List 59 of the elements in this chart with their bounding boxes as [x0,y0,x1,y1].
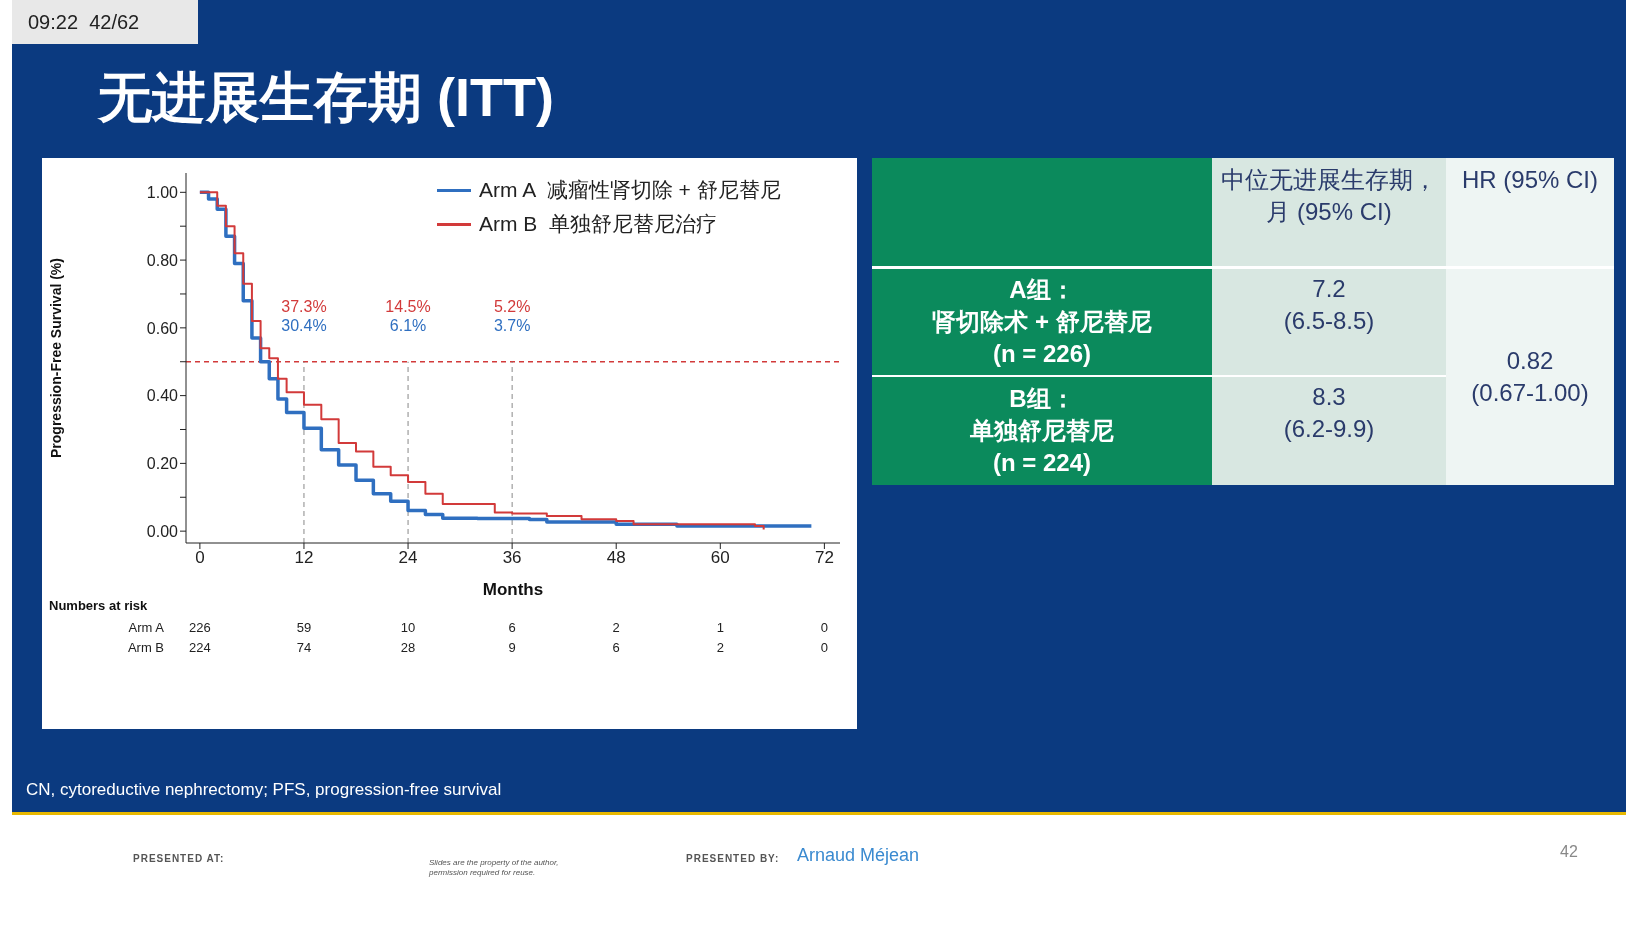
legend-label: Arm B 单独舒尼替尼治疗 [479,211,718,237]
text: A组： [1009,275,1075,305]
text: 59 [295,620,313,635]
text: Arm B [126,640,164,655]
text: 0 [819,620,829,635]
text: 224 [188,640,212,655]
text: 0 [819,640,829,655]
text: 8.3 (6.2-9.9) [1212,377,1446,485]
x-tick-label: 48 [606,548,626,568]
y-tick-label: 0.60 [146,319,179,337]
text: 肾切除术 + 舒尼替尼 [932,307,1152,337]
y-tick-label: 0.80 [146,251,179,269]
text: 2 [611,620,621,635]
x-axis-title: Months [482,580,544,599]
y-tick-label: 0.20 [146,455,179,473]
text: 单独舒尼替尼 [970,416,1114,446]
text: 42 [1560,843,1578,861]
x-tick-label: 60 [710,548,730,568]
text: (n = 226) [992,339,1092,369]
text: 09:22 42/62 [12,0,198,44]
text: (n = 224) [992,448,1092,478]
text: Slides are the property of the author, permission required for reuse. [429,858,560,878]
text: PRESENTED AT: [133,853,225,864]
text: 6 [507,620,517,635]
text: PRESENTED BY: [686,853,780,864]
text: 6 [611,640,621,655]
text: B组： [1009,384,1075,414]
text: Numbers at risk [49,598,148,613]
text: 226 [188,620,212,635]
x-tick-label: 36 [502,548,522,568]
legend-label: Arm A 减瘤性肾切除 + 舒尼替尼 [479,177,781,203]
text: HR (95% CI) [1446,158,1614,266]
text: Arnaud Méjean [797,845,920,866]
text: CN, cytoreductive nephrectomy; PFS, progression-free survival [26,780,502,800]
text: 中位无进展生存期，月 (95% CI) [1212,158,1446,266]
text: 74 [295,640,313,655]
annotation: 37.3% [280,298,328,316]
annotation: 30.4% [280,317,328,335]
x-tick-label: 24 [398,548,418,568]
y-tick-label: 0.00 [146,522,179,540]
x-tick-label: 12 [294,548,314,568]
text: 9 [507,640,517,655]
y-tick-label: 0.40 [146,387,179,405]
y-tick-label: 1.00 [146,183,179,201]
annotation: 5.2% [492,298,532,316]
x-tick-label: 0 [195,548,205,568]
text: Arm A [127,620,164,635]
chart-title: 无进展生存期 (ITT) [98,66,554,129]
text: 1 [715,620,725,635]
y-axis-title: Progression-Free Survival (%) [47,258,64,458]
annotation: 3.7% [492,317,532,335]
text: 10 [399,620,417,635]
text: 2 [715,640,725,655]
text: 7.2 (6.5-8.5) [1212,269,1446,375]
annotation: 6.1% [388,317,428,335]
text: 28 [399,640,417,655]
x-tick-label: 72 [814,548,834,568]
text: 0.82 (0.67-1.00) [1446,269,1614,485]
annotation: 14.5% [384,298,432,316]
